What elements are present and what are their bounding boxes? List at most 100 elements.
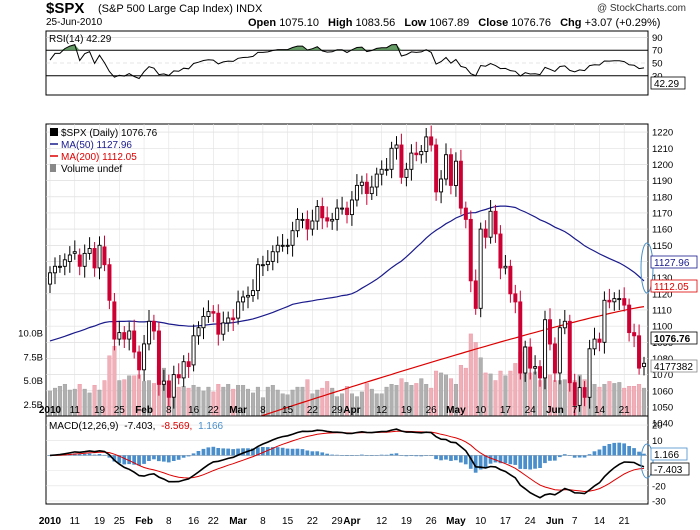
index-name: (S&P 500 Large Cap Index) INDX [98, 3, 262, 15]
macd-histogram-bar [543, 455, 547, 464]
candle-body [325, 217, 330, 222]
candle-body [632, 332, 637, 337]
macd-histogram-bar [97, 454, 102, 456]
symbol: $SPX [46, 0, 85, 17]
macd-label-main: MACD(12,26,9) [49, 421, 118, 432]
macd-histogram-bar [295, 448, 300, 456]
price-panel: 1220121012001190118011701160115011401130… [18, 123, 698, 430]
macd-histogram-bar [112, 455, 117, 462]
candle-body [97, 244, 102, 269]
macd-histogram-bar [87, 453, 92, 456]
x-axis-label-top: 15 [282, 405, 294, 416]
exchange: INDX [236, 3, 263, 15]
candle-body [151, 320, 156, 332]
macd-tag: -7.403 [654, 465, 683, 476]
rsi-value-tag-box [650, 76, 686, 90]
price-panel-frame [45, 123, 649, 429]
candle-body [419, 151, 424, 156]
x-axis-label-bottom: Jun [546, 516, 564, 527]
candle-body [67, 254, 72, 262]
x-axis-label-top: Jun [546, 405, 564, 416]
rsi-label: RSI(14) 42.29 [49, 34, 112, 45]
macd-histogram-bar [330, 454, 334, 456]
macd-histogram-bar [256, 447, 260, 456]
rsi-tick-label: 50 [652, 59, 663, 70]
macd-histogram-bar [335, 454, 339, 456]
rsi-tick-label: 70 [652, 46, 663, 57]
candle-body [498, 233, 503, 269]
candle-body [384, 168, 389, 171]
open-label: Open [248, 17, 277, 29]
candle-body [340, 207, 345, 210]
candle-body [330, 218, 335, 222]
candle-body [241, 296, 246, 303]
index-full-name: (S&P 500 Large Cap Index) [98, 3, 233, 15]
ma200-tag-box [650, 279, 698, 293]
price-tick-label: 1160 [652, 225, 672, 236]
candle-body [627, 304, 632, 334]
candle-body [409, 152, 414, 170]
legend-price-swatch [50, 128, 58, 136]
macd-histogram-bar [394, 453, 399, 456]
x-axis-label-top: Apr [343, 405, 360, 416]
candle-body [354, 184, 359, 201]
candle-body [186, 361, 191, 368]
candle-body [374, 173, 379, 188]
candle-body [246, 294, 251, 298]
candle-body [211, 311, 216, 314]
candle-body [226, 317, 231, 324]
candle-body [270, 251, 275, 262]
macd-histogram-bar [320, 452, 325, 456]
macd-histogram-bar [48, 455, 52, 456]
price-tick-label: 1190 [652, 176, 672, 187]
candle-body [444, 154, 449, 180]
x-axis-label-top: 17 [500, 405, 512, 416]
candle-body [260, 264, 265, 267]
candle-body [592, 338, 597, 350]
x-axis-label-top: 24 [525, 405, 537, 416]
macd-histogram-bar [290, 448, 295, 456]
candle-body [72, 251, 77, 254]
macd-histogram-bar [523, 455, 527, 470]
candle-body [523, 346, 528, 374]
x-axis-label-top: 22 [208, 405, 220, 416]
macd-histogram-bar [275, 447, 280, 456]
macd-histogram-bar [305, 450, 310, 456]
chart-date: 25-Jun-2010 [46, 17, 103, 28]
macd-histogram-bar [562, 454, 567, 456]
macd-histogram-bar [587, 454, 592, 456]
macd-histogram-bar [231, 449, 235, 456]
macd-tag-highlight [640, 443, 654, 479]
candle-body [206, 311, 211, 317]
macd-histogram-bar [280, 447, 285, 456]
candle-body [82, 252, 87, 267]
x-axis-label-top: May [446, 405, 466, 416]
low-label: Low [404, 17, 427, 29]
candle-body [369, 186, 374, 195]
candle-body [305, 218, 310, 230]
macd-histogram-bar [454, 455, 458, 461]
macd-histogram-bar [221, 448, 226, 456]
x-axis-label-bottom: 12 [376, 516, 388, 527]
x-axis-label-top: 8 [166, 405, 172, 416]
macd-label-macd: -7.403, [124, 421, 155, 432]
candle-body [87, 248, 92, 254]
x-axis-label-bottom: Apr [343, 516, 360, 527]
candle-body [295, 218, 300, 232]
candle-body [310, 220, 315, 230]
candle-body [557, 327, 562, 374]
candle-body [458, 160, 463, 209]
legend-ma50: MA(50) 1127.96 [61, 140, 132, 151]
candle-body [439, 178, 444, 193]
candle-body [642, 362, 647, 367]
hist-tag: 1.166 [654, 450, 679, 461]
macd-histogram-bar [419, 455, 424, 457]
macd-histogram-bar [137, 455, 141, 466]
ma50-tag: 1127.96 [654, 258, 690, 269]
candle-body [389, 147, 394, 170]
macd-histogram-bar [310, 451, 315, 456]
candle-body [468, 218, 473, 282]
candle-body [320, 206, 325, 219]
candle-body [567, 320, 572, 384]
x-axis-label-bottom: May [446, 516, 466, 527]
